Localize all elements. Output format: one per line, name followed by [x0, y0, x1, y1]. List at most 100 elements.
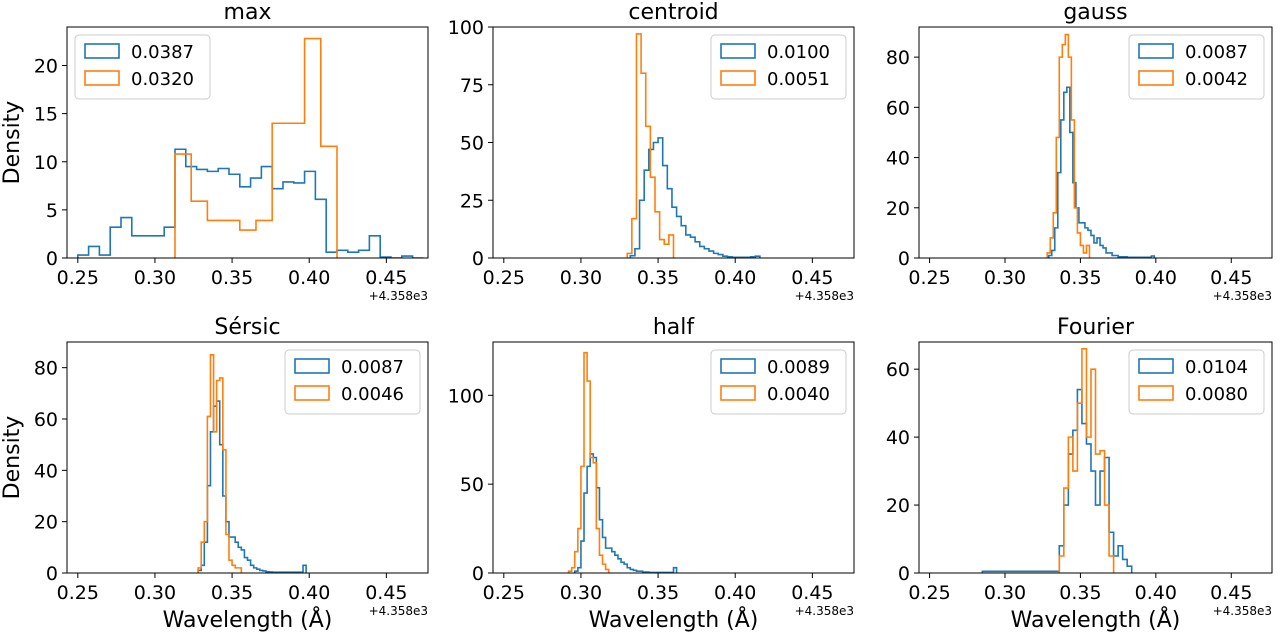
legend-swatch-1	[720, 43, 756, 59]
subplot-title: half	[653, 315, 696, 340]
subplot-title: Fourier	[1057, 315, 1135, 340]
x-tick-label: 0.35	[637, 267, 679, 289]
y-tick-label: 80	[34, 358, 58, 380]
x-axis-label: Wavelength (Å)	[163, 606, 333, 633]
legend-label-1: 0.0104	[1185, 357, 1248, 378]
x-tick-label: 0.40	[1135, 582, 1177, 604]
legend: 0.0387 0.0320	[74, 34, 211, 100]
legend-label-1: 0.0087	[1185, 42, 1248, 63]
legend-frame	[710, 34, 847, 100]
x-tick-label: 0.35	[637, 582, 679, 604]
subplot-0: 0.25 0.30 0.35 0.40 0.45 0 5 10 15 20 +4.358e3 max D…	[0, 0, 429, 303]
legend-label-2: 0.0046	[341, 384, 404, 405]
y-tick-label: 60	[886, 359, 910, 381]
axes-frame	[492, 341, 855, 574]
histogram-series-1	[629, 137, 761, 258]
histogram-series-2	[197, 354, 243, 573]
y-tick-label: 0	[898, 563, 910, 585]
x-offset-label: +4.358e3	[369, 289, 428, 303]
y-tick-label: 80	[886, 47, 910, 69]
subplot-5: 0.25 0.30 0.35 0.40 0.45 0 20 40 60 +4.358e3 Fouri…	[886, 315, 1273, 633]
x-tick-label: 0.40	[288, 582, 330, 604]
x-tick-label: 0.30	[560, 582, 602, 604]
y-tick-label: 20	[886, 495, 910, 517]
histogram-series-2	[174, 37, 338, 258]
y-tick-label: 40	[34, 460, 58, 482]
x-tick-label: 0.45	[1210, 267, 1252, 289]
x-tick-label: 0.25	[57, 582, 99, 604]
x-offset-label: +4.358e3	[795, 289, 854, 303]
y-tick-label: 10	[34, 152, 58, 174]
x-tick-label: 0.30	[984, 267, 1026, 289]
legend-frame	[284, 349, 421, 415]
legend-swatch-1	[84, 43, 120, 59]
legend-label-2: 0.0051	[767, 69, 830, 90]
histogram-series-1	[77, 148, 424, 258]
y-tick-label: 0	[472, 248, 484, 270]
legend-swatch-1	[720, 358, 756, 374]
histogram-series-1	[981, 388, 1133, 573]
y-tick-label: 25	[460, 190, 484, 212]
x-tick-label: 0.40	[1135, 267, 1177, 289]
legend-swatch-2	[1138, 70, 1174, 86]
x-tick-label: 0.25	[908, 267, 950, 289]
legend-swatch-2	[84, 70, 120, 86]
y-tick-label: 50	[460, 474, 484, 496]
legend-label-1: 0.0387	[131, 42, 194, 63]
x-tick-label: 0.35	[1059, 582, 1101, 604]
histogram-series-2	[1046, 33, 1091, 258]
axes-frame	[66, 341, 429, 574]
x-tick-label: 0.30	[560, 267, 602, 289]
x-axis-label: Wavelength (Å)	[589, 606, 759, 633]
subplot-title: gauss	[1063, 0, 1127, 25]
x-tick-label: 0.45	[1210, 582, 1252, 604]
y-tick-label: 40	[886, 427, 910, 449]
legend-label-2: 0.0042	[1185, 69, 1248, 90]
legend-label-1: 0.0087	[341, 357, 404, 378]
x-tick-label: 0.30	[134, 267, 176, 289]
y-tick-label: 60	[34, 409, 58, 431]
legend: 0.0087 0.0042	[1128, 34, 1265, 100]
legend: 0.0087 0.0046	[284, 349, 421, 415]
x-tick-label: 0.35	[211, 267, 253, 289]
legend-frame	[1128, 349, 1265, 415]
histogram-series-2	[1058, 347, 1115, 573]
x-tick-label: 0.25	[483, 267, 525, 289]
y-tick-label: 20	[886, 198, 910, 220]
x-tick-label: 0.45	[791, 267, 833, 289]
x-tick-label: 0.40	[714, 267, 756, 289]
legend-label-1: 0.0089	[767, 357, 830, 378]
x-tick-label: 0.25	[483, 582, 525, 604]
y-tick-label: 0	[898, 248, 910, 270]
y-tick-label: 40	[886, 148, 910, 170]
y-tick-label: 20	[34, 56, 58, 78]
x-tick-label: 0.40	[714, 582, 756, 604]
subplot-2: 0.25 0.30 0.35 0.40 0.45 0 20 40 60 80 +4.358e3 gau…	[886, 0, 1273, 303]
x-tick-label: 0.30	[984, 582, 1026, 604]
legend: 0.0089 0.0040	[710, 349, 847, 415]
x-axis-label: Wavelength (Å)	[1011, 606, 1181, 633]
subplot-title: max	[224, 0, 272, 25]
x-tick-label: 0.35	[1059, 267, 1101, 289]
legend-frame	[1128, 34, 1265, 100]
y-axis-label: Density	[0, 101, 25, 185]
subplot-4: 0.25 0.30 0.35 0.40 0.45 0 50 100 +4.358e3 half Wa…	[448, 315, 855, 633]
legend-label-2: 0.0040	[767, 384, 830, 405]
histogram-series-1	[1047, 86, 1156, 258]
x-offset-label: +4.358e3	[1213, 289, 1272, 303]
y-tick-label: 60	[886, 97, 910, 119]
legend-swatch-1	[1138, 43, 1174, 59]
legend-swatch-2	[720, 70, 756, 86]
y-tick-label: 15	[34, 104, 58, 126]
x-offset-label: +4.358e3	[795, 604, 854, 618]
x-offset-label: +4.358e3	[369, 604, 428, 618]
x-tick-label: 0.25	[57, 267, 99, 289]
legend-label-2: 0.0080	[1185, 384, 1248, 405]
y-tick-label: 50	[460, 133, 484, 155]
x-tick-label: 0.40	[288, 267, 330, 289]
y-tick-label: 75	[460, 75, 484, 97]
histogram-series-1	[573, 453, 678, 573]
legend-swatch-1	[1138, 358, 1174, 374]
x-tick-label: 0.45	[365, 582, 407, 604]
